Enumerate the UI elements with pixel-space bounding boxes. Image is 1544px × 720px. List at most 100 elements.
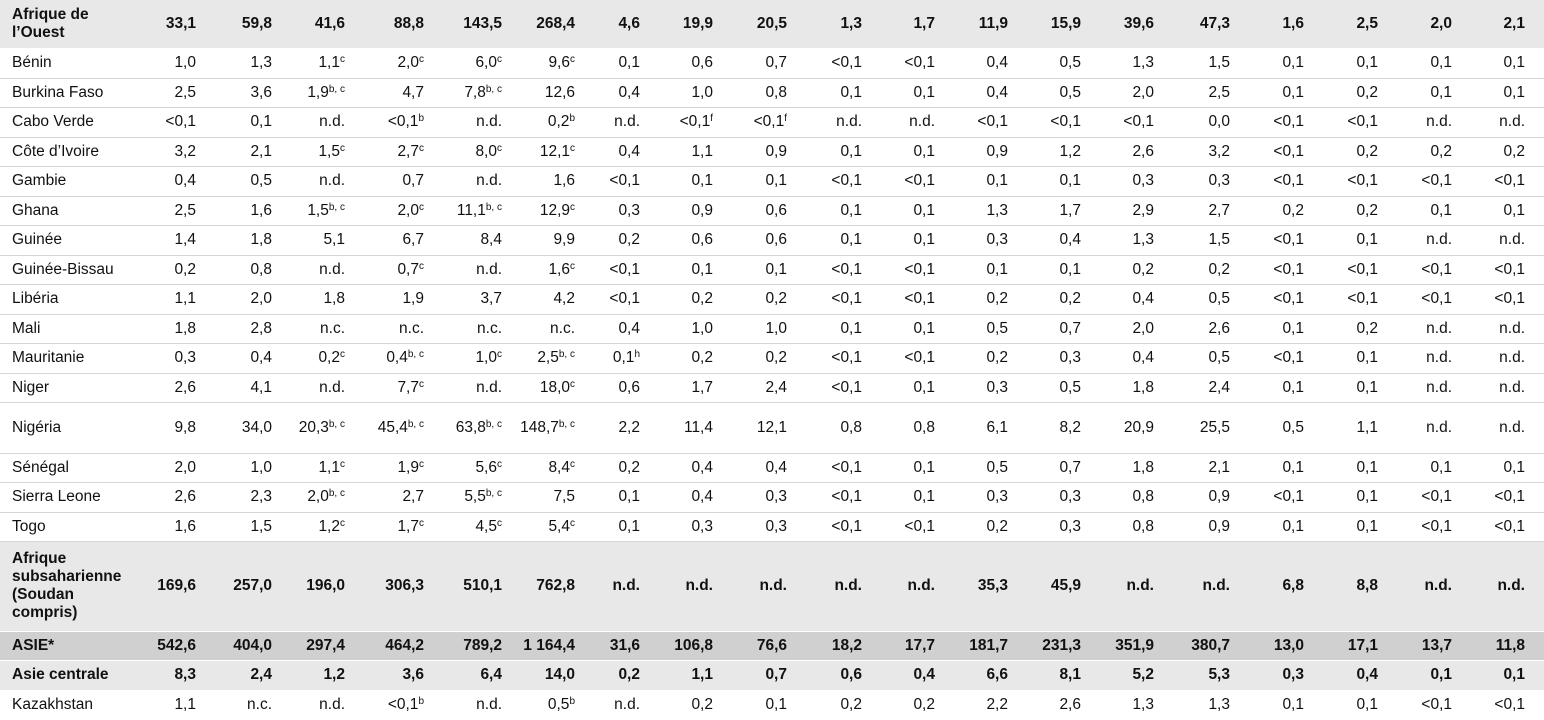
cell: 12,1c <box>502 137 575 167</box>
cell: <0,1 <box>862 255 935 285</box>
cell: 19,9 <box>640 0 713 49</box>
row-label: Sierra Leone <box>0 482 130 513</box>
cell: 4,6 <box>575 0 640 49</box>
cell: 0,1 <box>787 225 862 256</box>
cell: 2,4 <box>196 660 272 691</box>
footnote-mark: c <box>340 349 345 360</box>
cell: 257,0 <box>196 541 272 632</box>
cell: n.d. <box>1452 373 1544 403</box>
cell: 0,2 <box>1008 284 1081 315</box>
cell: 0,4 <box>640 482 713 513</box>
cell: 8,4 <box>424 225 502 256</box>
cell: <0,1 <box>787 166 862 197</box>
cell: <0,1 <box>1304 284 1378 315</box>
cell-value: 0,7 <box>397 260 419 278</box>
cell: 0,3 <box>575 196 640 226</box>
cell: 0,3 <box>640 512 713 542</box>
cell: n.d. <box>1378 541 1452 632</box>
cell: 0,1 <box>1378 453 1452 483</box>
cell: 0,1 <box>787 314 862 344</box>
cell: 0,3 <box>713 482 787 513</box>
cell: 2,0 <box>130 453 196 483</box>
cell: 2,0 <box>196 284 272 315</box>
footnote-mark: b <box>418 113 424 124</box>
cell: 0,2 <box>640 343 713 374</box>
footnote-mark: c <box>340 458 345 470</box>
cell: 2,6 <box>1154 314 1230 344</box>
cell: 1,3 <box>1081 690 1154 720</box>
cell: 45,4b, c <box>345 402 424 454</box>
cell-value: 0,2 <box>318 349 340 366</box>
footnote-mark: c <box>570 142 575 154</box>
row-label: Burkina Faso <box>0 78 130 108</box>
cell: 0,3 <box>1008 512 1081 542</box>
cell: 20,3b, c <box>272 402 345 454</box>
footnote-mark: c <box>570 378 575 390</box>
cell: 306,3 <box>345 541 424 632</box>
footnote-mark: c <box>497 458 502 470</box>
cell: <0,1 <box>575 255 640 285</box>
table-row: Ghana 2,5 1,6 1,5b, c 2,0c 11,1b, c 12,9c 0,3 0,… <box>0 196 1544 226</box>
footnote-mark: c <box>497 54 502 65</box>
cell: 2,7c <box>345 137 424 167</box>
cell: n.d. <box>1378 314 1452 344</box>
cell: 0,1 <box>1304 48 1378 79</box>
cell-value: 12,9 <box>539 201 570 219</box>
row-label: Togo <box>0 512 130 542</box>
cell: 41,6 <box>272 0 345 49</box>
cell: 0,8 <box>787 402 862 454</box>
cell: <0,1 <box>862 512 935 542</box>
footnote-mark: b, c <box>328 83 345 95</box>
cell: n.d. <box>424 690 502 720</box>
cell: 0,5 <box>1008 48 1081 79</box>
cell: 0,1 <box>1304 225 1378 256</box>
cell: 1,3 <box>1081 225 1154 256</box>
cell: 1,0 <box>640 78 713 108</box>
table-row: Asie centrale 8,3 2,4 1,2 3,6 6,4 14,0 0,2 1,1 0,… <box>0 660 1544 691</box>
cell: 0,3 <box>713 512 787 542</box>
cell: 5,3 <box>1154 660 1230 691</box>
cell: n.d. <box>424 166 502 197</box>
cell: n.d. <box>272 690 345 720</box>
cell: n.d. <box>1452 107 1544 138</box>
cell-value: <0,1 <box>387 113 419 130</box>
cell: 2,5 <box>130 78 196 108</box>
cell: 5,1 <box>272 225 345 256</box>
cell-value: 20,3 <box>298 418 329 436</box>
cell: 0,1 <box>1304 512 1378 542</box>
cell: 1,7 <box>1008 196 1081 226</box>
cell: 2,1 <box>1452 0 1544 49</box>
cell: 0,1 <box>1452 453 1544 483</box>
cell: 0,2 <box>575 453 640 483</box>
cell-value: 6,0 <box>475 54 497 71</box>
cell: <0,1f <box>713 107 787 138</box>
cell: n.d. <box>1452 402 1544 454</box>
cell: <0,1 <box>787 453 862 483</box>
cell: 11,1b, c <box>424 196 502 226</box>
cell: n.c. <box>502 314 575 344</box>
cell: <0,1 <box>862 166 935 197</box>
cell: <0,1 <box>1230 166 1304 197</box>
cell: 2,3 <box>196 482 272 513</box>
footnote-mark: c <box>570 260 575 272</box>
cell: 0,1 <box>862 137 935 167</box>
cell: 0,4 <box>862 660 935 691</box>
cell: n.d. <box>272 373 345 403</box>
footnote-mark: b, c <box>407 418 424 430</box>
footnote-mark: f <box>784 113 787 124</box>
cell: 1 164,4 <box>502 631 575 661</box>
footnote-mark: b, c <box>485 201 502 213</box>
cell: 3,6 <box>345 660 424 691</box>
cell: 0,6 <box>575 373 640 403</box>
cell: n.d. <box>1154 541 1230 632</box>
cell: 0,2b <box>502 107 575 138</box>
row-label: Afrique de l’Ouest <box>0 0 130 49</box>
cell: 0,4 <box>575 314 640 344</box>
cell: 2,5 <box>1154 78 1230 108</box>
cell: 3,2 <box>1154 137 1230 167</box>
cell: 0,3 <box>130 343 196 374</box>
cell: 63,8b, c <box>424 402 502 454</box>
cell: 2,2 <box>575 402 640 454</box>
cell: 0,1 <box>1230 78 1304 108</box>
footnote-mark: h <box>634 349 640 360</box>
